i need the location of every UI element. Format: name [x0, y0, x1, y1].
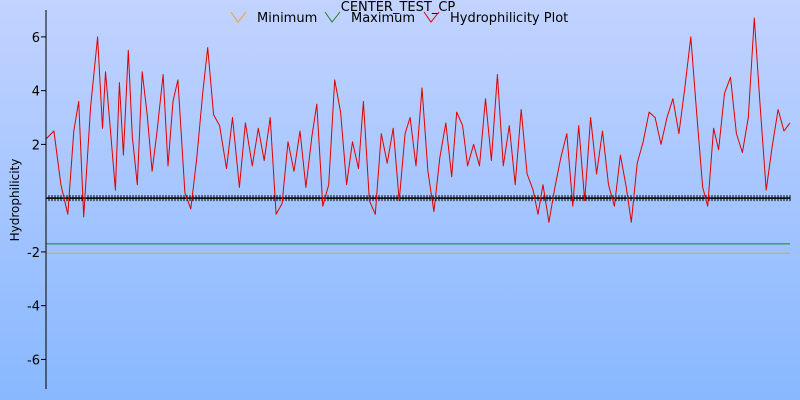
y-tick-label: -4	[27, 300, 40, 315]
y-axis: -6 -4 -2 2 4 6	[27, 10, 47, 389]
legend-label-minimum: Minimum	[257, 11, 317, 26]
legend-item-maximum: Maximum	[324, 11, 415, 26]
legend-label-hydrophilicity-plot: Hydrophilicity Plot	[450, 11, 568, 26]
y-tick-label: 2	[32, 138, 40, 153]
series-line-hydrophilicity-plot	[45, 17, 791, 223]
legend-item-hydrophilicity-plot: Hydrophilicity Plot	[423, 11, 568, 26]
legend-swatch-maximum	[324, 11, 341, 23]
legend-swatch-minimum	[230, 11, 247, 23]
legend-label-maximum: Maximum	[351, 11, 415, 26]
y-tick-label: -2	[27, 246, 40, 261]
chart-title: CENTER_TEST_CP	[341, 0, 456, 15]
legend-item-minimum: Minimum	[230, 11, 317, 26]
plot-area	[45, 17, 791, 254]
legend-swatch-hydrophilicity-plot	[423, 11, 440, 23]
y-tick-label: 4	[32, 85, 40, 100]
y-tick-label: 6	[32, 31, 40, 46]
y-axis-title: Hydrophilicity	[8, 159, 22, 242]
legend: Minimum Maximum Hydrophilicity Plot	[230, 11, 568, 26]
y-tick-label: -6	[27, 353, 40, 368]
